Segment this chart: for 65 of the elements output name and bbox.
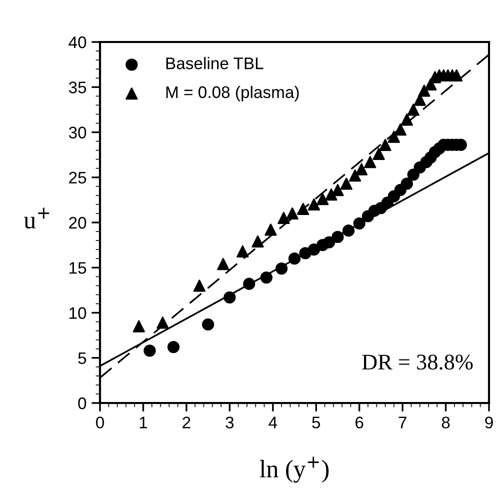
- point: [414, 94, 426, 106]
- x-tick-label: 4: [268, 416, 278, 428]
- point: [340, 178, 352, 190]
- point: [278, 212, 290, 224]
- point: [325, 188, 338, 201]
- y-tick-label: 35: [68, 82, 86, 94]
- point: [264, 224, 277, 236]
- point: [394, 123, 406, 136]
- point: [167, 340, 180, 354]
- point: [364, 156, 376, 168]
- y-axis-title: u$^{+}$: [24, 208, 50, 229]
- point: [348, 169, 362, 182]
- point: [407, 104, 420, 116]
- point: [316, 192, 329, 206]
- x-tick-label: 7: [398, 416, 406, 428]
- point: [342, 224, 355, 237]
- point: [332, 230, 344, 244]
- y-tick-label: 0: [78, 397, 86, 410]
- annotation: DR = 38.8%: [362, 354, 473, 370]
- legend-label: Baseline TBL: [166, 57, 264, 70]
- y-tick-label: 10: [70, 307, 86, 319]
- point: [132, 320, 145, 332]
- x-tick-label: 8: [442, 416, 450, 428]
- point: [388, 130, 400, 143]
- point: [224, 291, 236, 304]
- y-tick-label: 15: [70, 262, 86, 274]
- point: [372, 148, 385, 160]
- point: [243, 278, 256, 290]
- point: [355, 163, 368, 176]
- point: [418, 84, 430, 97]
- point: [193, 280, 206, 292]
- y-tick-label: 25: [69, 172, 86, 184]
- y-tick-label: 5: [78, 352, 86, 364]
- point: [297, 202, 310, 216]
- point: [236, 245, 249, 258]
- x-tick-label: 0: [96, 416, 104, 428]
- x-axis-title: ln (y$^{+}$): [260, 456, 329, 483]
- y-tick-label: 40: [68, 36, 86, 48]
- x-tick-label: 5: [312, 416, 320, 428]
- point: [400, 178, 413, 190]
- point: [260, 271, 272, 284]
- x-tick-label: 9: [485, 416, 493, 428]
- y-tick-label: 30: [68, 126, 86, 138]
- point: [144, 344, 156, 357]
- point: [275, 262, 288, 275]
- point: [288, 252, 301, 265]
- point: [407, 168, 420, 181]
- legend-label: M = 0.08 (plasma): [166, 86, 299, 102]
- x-tick-label: 6: [356, 416, 364, 428]
- point: [202, 318, 214, 331]
- x-tick-label: 2: [182, 416, 190, 428]
- point: [286, 207, 298, 220]
- point: [379, 138, 392, 151]
- x-tick-label: 1: [140, 416, 148, 428]
- y-tick-label: 20: [69, 216, 86, 229]
- point: [308, 244, 320, 256]
- point: [323, 236, 336, 248]
- point: [156, 316, 169, 329]
- point: [252, 235, 264, 248]
- point: [353, 217, 366, 230]
- point: [332, 184, 344, 196]
- point: [308, 198, 320, 211]
- point: [217, 258, 230, 270]
- point: [400, 114, 413, 126]
- x-tick-label: 3: [226, 416, 234, 428]
